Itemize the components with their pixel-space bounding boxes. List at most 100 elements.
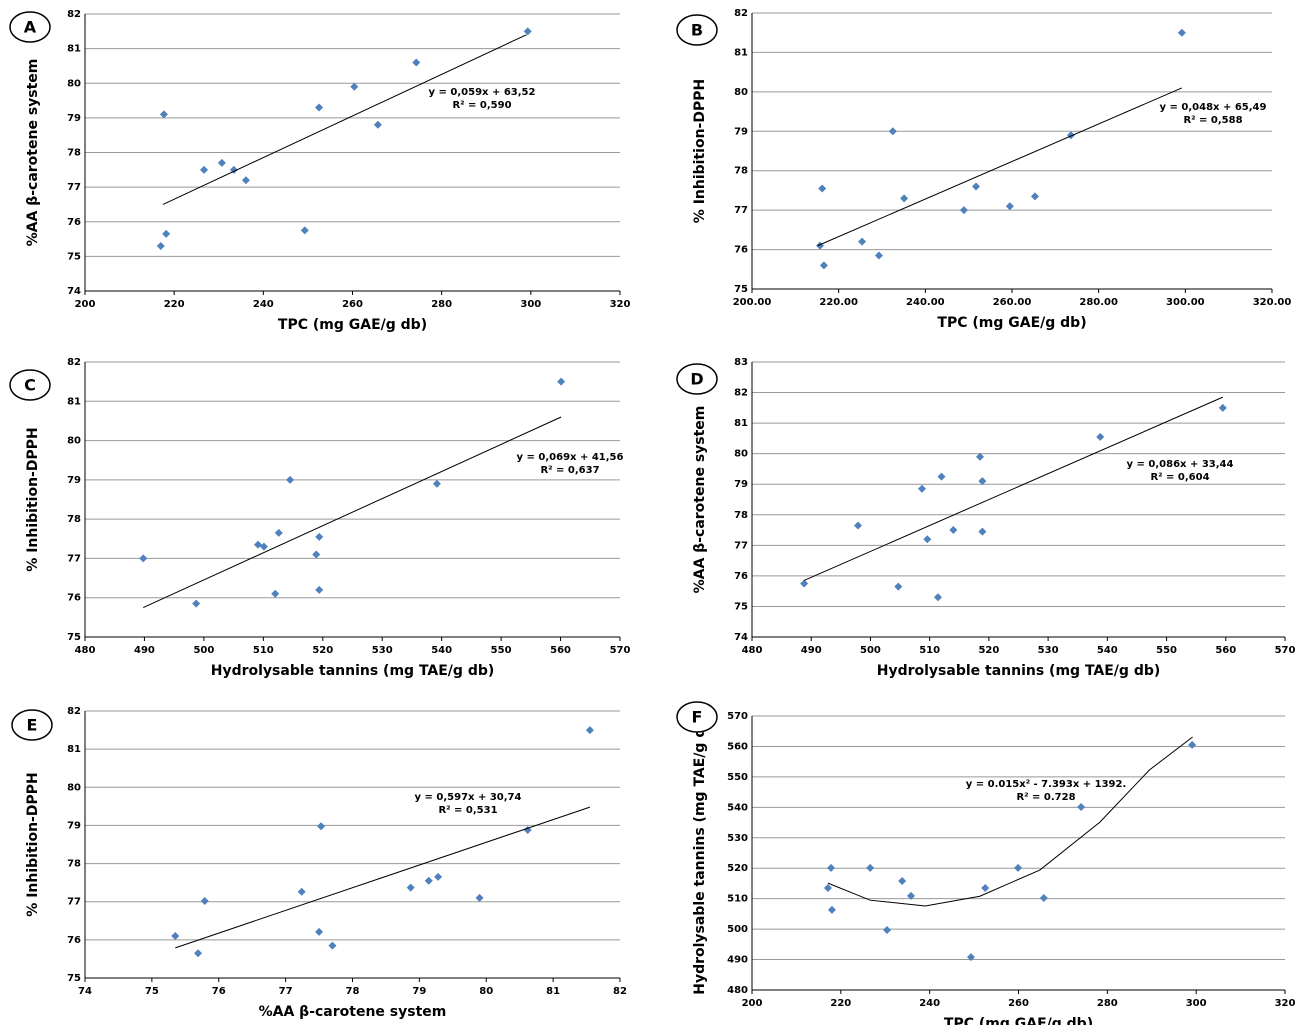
panel-badge: [11, 709, 53, 741]
fit-annotation: R² = 0,531: [438, 805, 497, 816]
y-tick-label: 550: [727, 772, 748, 783]
fit-annotation: R² = 0,637: [540, 465, 599, 476]
x-tick-label: 570: [1275, 645, 1296, 656]
data-point: [819, 261, 828, 270]
x-tick-label: 490: [801, 645, 822, 656]
trend-line: [817, 87, 1183, 247]
data-point: [937, 472, 946, 481]
x-tick-label: 78: [346, 986, 360, 997]
panel-badge: [676, 701, 718, 733]
data-point: [981, 884, 990, 893]
data-point: [286, 475, 295, 484]
data-point: [350, 82, 359, 91]
trend-line: [827, 736, 1193, 907]
data-point: [194, 949, 203, 958]
y-tick-label: 76: [67, 593, 81, 604]
data-point: [162, 229, 171, 238]
data-point: [1014, 863, 1023, 872]
y-tick-label: 78: [67, 148, 81, 159]
data-point: [217, 158, 226, 167]
x-tick-label: 530: [1038, 645, 1059, 656]
data-point: [874, 251, 883, 260]
x-tick-label: 530: [372, 645, 393, 656]
panel-label: A: [24, 18, 37, 37]
x-tick-label: 520: [312, 645, 333, 656]
data-point: [949, 526, 958, 535]
x-tick-label: 77: [279, 986, 293, 997]
x-tick-label: 260: [1008, 998, 1029, 1009]
y-axis-label: % Inhibition-DPPH: [25, 427, 41, 571]
x-tick-label: 240: [919, 998, 940, 1009]
data-point: [373, 120, 382, 129]
data-point: [858, 237, 867, 246]
y-tick-label: 81: [734, 47, 748, 58]
data-point: [312, 550, 321, 559]
y-tick-label: 81: [67, 744, 81, 755]
y-tick-label: 82: [67, 9, 81, 20]
x-tick-label: 82: [613, 986, 627, 997]
x-tick-label: 260.00: [993, 297, 1032, 308]
data-point: [315, 532, 324, 541]
panel-label: F: [692, 708, 703, 727]
x-tick-label: 510: [919, 645, 940, 656]
x-axis-label: TPC (mg GAE/g db): [937, 315, 1086, 331]
data-point: [274, 528, 283, 537]
y-tick-label: 80: [734, 449, 748, 460]
x-tick-label: 280: [431, 299, 452, 310]
y-tick-label: 78: [734, 510, 748, 521]
y-tick-label: 77: [67, 182, 81, 193]
data-point: [959, 206, 968, 215]
trend-line: [803, 396, 1224, 581]
y-tick-label: 77: [67, 553, 81, 564]
x-tick-label: 320: [1275, 998, 1296, 1009]
data-point: [475, 893, 484, 902]
data-point: [1096, 432, 1105, 441]
data-point: [978, 477, 987, 486]
x-tick-label: 320: [610, 299, 631, 310]
data-point: [978, 527, 987, 536]
y-tick-label: 78: [67, 859, 81, 870]
data-point: [888, 127, 897, 136]
data-point: [1039, 894, 1048, 903]
y-tick-label: 80: [67, 78, 81, 89]
x-tick-label: 560: [550, 645, 571, 656]
data-point: [827, 905, 836, 914]
y-axis-label: % Inhibition-DPPH: [692, 79, 708, 223]
x-tick-label: 220: [830, 998, 851, 1009]
data-point: [854, 521, 863, 530]
y-tick-label: 79: [67, 113, 81, 124]
x-tick-label: 260: [342, 299, 363, 310]
data-point: [1077, 803, 1086, 812]
x-tick-label: 280: [1097, 998, 1118, 1009]
trend-line: [175, 806, 591, 949]
x-axis-label: TPC (mg GAE/g db): [278, 317, 427, 333]
data-point: [297, 887, 306, 896]
y-tick-label: 510: [727, 894, 748, 905]
y-tick-label: 76: [67, 935, 81, 946]
data-point: [200, 896, 209, 905]
x-tick-label: 240.00: [906, 297, 945, 308]
y-tick-label: 80: [67, 782, 81, 793]
y-tick-label: 82: [67, 357, 81, 368]
y-tick-label: 77: [67, 897, 81, 908]
data-point: [898, 877, 907, 886]
y-tick-label: 77: [734, 540, 748, 551]
x-tick-label: 490: [134, 645, 155, 656]
y-tick-label: 480: [727, 985, 748, 996]
x-tick-label: 220.00: [819, 297, 858, 308]
data-point: [900, 194, 909, 203]
x-tick-label: 320.00: [1253, 297, 1292, 308]
data-point: [585, 726, 594, 735]
x-axis-label: Hydrolysable tannins (mg TAE/g db): [877, 663, 1161, 679]
data-point: [300, 226, 309, 235]
x-tick-label: 300: [520, 299, 541, 310]
data-point: [315, 585, 324, 594]
x-tick-label: 500: [860, 645, 881, 656]
y-tick-label: 78: [734, 166, 748, 177]
data-point: [171, 932, 180, 941]
x-tick-label: 79: [412, 986, 426, 997]
fit-annotation: y = 0,048x + 65,49: [1160, 102, 1267, 113]
y-tick-label: 500: [727, 924, 748, 935]
x-axis-label: %AA β-carotene system: [259, 1004, 447, 1020]
